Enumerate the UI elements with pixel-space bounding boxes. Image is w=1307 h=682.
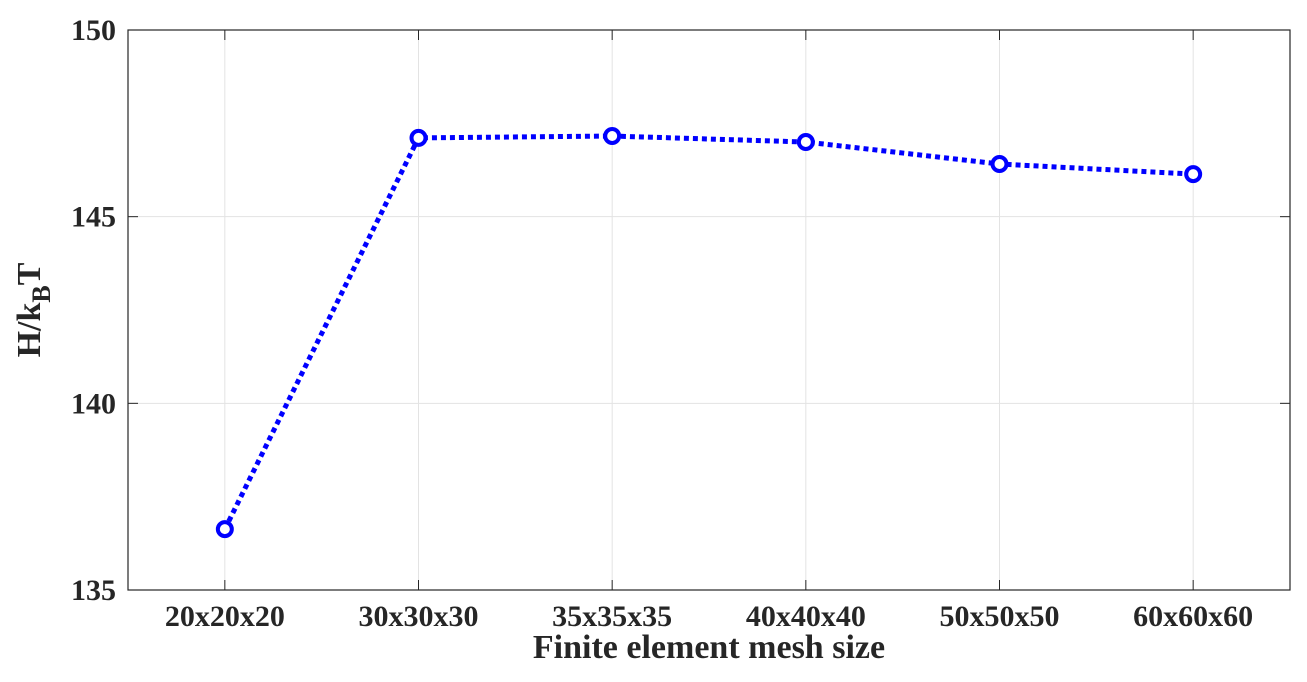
y-axis-label: H/kBT xyxy=(11,262,56,357)
data-line xyxy=(222,133,1194,531)
plot-frame xyxy=(127,29,1291,591)
data-marker xyxy=(215,520,234,539)
data-marker xyxy=(603,127,622,146)
data-marker xyxy=(409,128,428,147)
x-tick-label: 30x30x30 xyxy=(359,600,479,633)
y-tick-label: 135 xyxy=(71,574,116,607)
x-tick-label: 20x20x20 xyxy=(165,600,285,633)
data-marker xyxy=(990,155,1009,174)
x-axis-label: Finite element mesh size xyxy=(533,629,885,666)
x-tick-label: 35x35x35 xyxy=(552,600,672,633)
y-label-tail: T xyxy=(11,262,48,285)
y-label-main: H/k xyxy=(11,303,48,358)
x-tick-label: 40x40x40 xyxy=(746,600,866,633)
y-tick-label: 140 xyxy=(71,387,116,420)
y-tick-label: 145 xyxy=(71,201,116,234)
y-label-subscript: B xyxy=(27,285,56,302)
x-tick-label: 60x60x60 xyxy=(1133,600,1253,633)
data-marker xyxy=(1184,165,1203,184)
y-tick-label: 150 xyxy=(71,14,116,47)
data-marker xyxy=(796,133,815,151)
x-tick-label: 50x50x50 xyxy=(940,600,1060,633)
